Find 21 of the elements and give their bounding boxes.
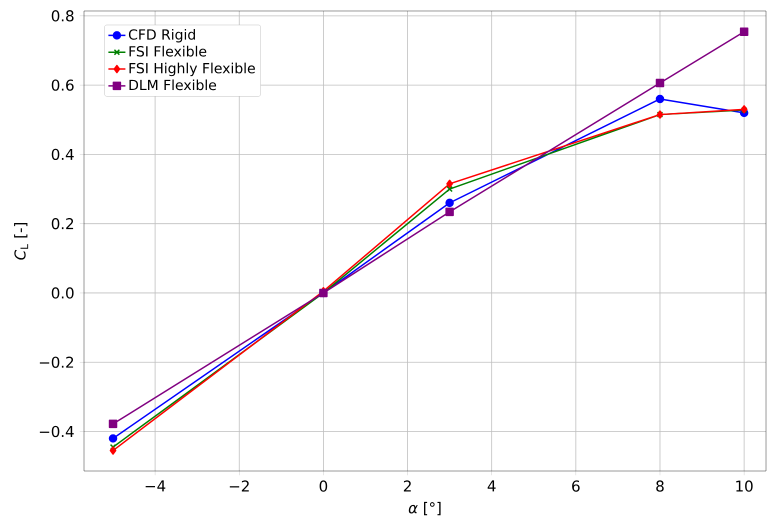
legend-label: DLM Flexible — [130, 79, 216, 90]
y-tick-label: 0.4 — [52, 148, 74, 160]
y-tick-label: 0.0 — [52, 287, 74, 299]
y-tick-label: 0.2 — [52, 218, 74, 230]
x-tick-label: 0 — [320, 480, 328, 492]
x-tick-label: −4 — [146, 480, 166, 492]
x-axis-title: α [°] — [408, 502, 441, 516]
y-tick-label: 0.6 — [52, 79, 74, 91]
x-tick-label: 6 — [572, 480, 580, 492]
x-tick-label: 8 — [656, 480, 664, 492]
x-tick-label: 4 — [488, 480, 496, 492]
x-tick-label: −2 — [230, 480, 249, 492]
y-tick-label: −0.2 — [40, 356, 74, 368]
legend-label: CFD Rigid — [128, 28, 195, 42]
x-tick-label: 10 — [736, 480, 753, 492]
legend-label: FSI Highly Flexible — [130, 62, 255, 76]
y-tick-label: −0.4 — [40, 426, 74, 438]
y-tick-label: 0.8 — [52, 10, 74, 22]
legend-label: FSI Flexible — [130, 46, 206, 57]
y-axis-title: C$_{L}$ [-] — [14, 222, 28, 260]
x-tick-label: 2 — [404, 480, 411, 492]
